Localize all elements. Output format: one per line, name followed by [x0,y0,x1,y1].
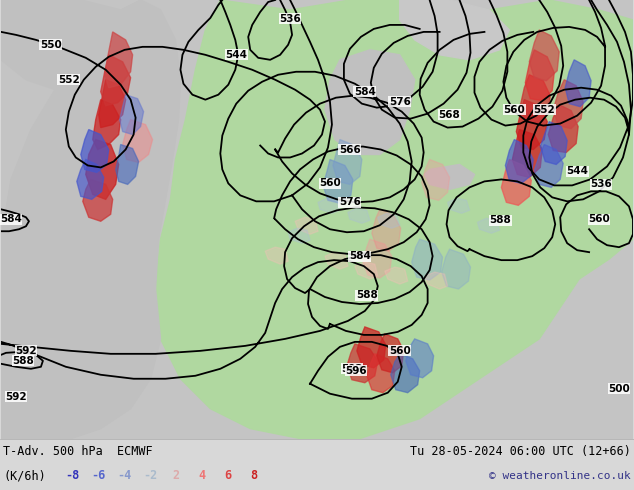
Text: -6: -6 [91,469,105,482]
Polygon shape [101,55,131,106]
Polygon shape [86,140,119,199]
Text: 544: 544 [566,167,588,176]
Polygon shape [355,262,378,279]
Polygon shape [548,105,578,152]
Polygon shape [295,217,318,234]
Polygon shape [325,252,348,269]
Text: 8: 8 [250,469,257,482]
Polygon shape [406,339,434,378]
Polygon shape [385,267,408,284]
Text: -4: -4 [117,469,131,482]
Polygon shape [1,0,633,439]
Text: 6: 6 [224,469,231,482]
Polygon shape [318,198,340,213]
Text: 500: 500 [608,384,630,393]
Polygon shape [77,159,104,199]
Text: 552: 552 [533,105,555,115]
Text: 560: 560 [588,214,610,224]
Text: 584: 584 [354,87,376,97]
Polygon shape [348,208,370,223]
Polygon shape [526,50,554,100]
Polygon shape [516,99,547,149]
Polygon shape [372,209,401,251]
Text: 536: 536 [279,14,301,24]
Polygon shape [378,213,399,228]
Polygon shape [1,0,141,90]
Polygon shape [325,50,415,154]
Polygon shape [105,32,133,88]
Text: 536: 536 [590,179,612,190]
Polygon shape [93,99,120,149]
Polygon shape [411,239,443,280]
Text: -2: -2 [143,469,157,482]
Polygon shape [553,80,583,128]
Text: 592: 592 [15,346,37,356]
Polygon shape [425,272,448,289]
Polygon shape [99,80,126,127]
Polygon shape [265,247,288,264]
Text: 592: 592 [5,392,27,402]
Polygon shape [425,165,474,189]
Polygon shape [422,159,450,200]
Polygon shape [512,129,542,177]
Polygon shape [529,30,559,81]
Text: (K/6h): (K/6h) [3,469,46,482]
Text: 560: 560 [389,346,411,356]
Polygon shape [521,75,550,123]
Polygon shape [155,0,633,439]
Text: 588: 588 [489,215,511,225]
Polygon shape [399,0,509,60]
Text: -8: -8 [65,469,79,482]
Polygon shape [391,354,420,392]
Polygon shape [505,140,533,183]
Polygon shape [448,198,470,213]
Text: 584: 584 [0,214,22,224]
Polygon shape [565,60,591,107]
Polygon shape [477,218,500,233]
Polygon shape [122,120,153,163]
Text: 588: 588 [356,290,378,300]
Text: 560: 560 [503,105,525,115]
Text: 544: 544 [225,50,247,60]
Polygon shape [288,228,310,243]
Polygon shape [333,140,362,184]
Polygon shape [1,0,181,439]
Polygon shape [83,179,113,221]
Polygon shape [442,249,470,289]
Polygon shape [1,0,633,439]
Text: 552: 552 [58,75,80,85]
Polygon shape [363,239,392,278]
Polygon shape [323,159,353,203]
Text: © weatheronline.co.uk: © weatheronline.co.uk [489,471,631,481]
Text: 4: 4 [198,469,205,482]
Text: 560: 560 [319,178,341,188]
Text: 2: 2 [172,469,179,482]
Polygon shape [534,145,563,187]
Polygon shape [115,145,139,184]
Text: 584: 584 [349,251,371,261]
Text: 576: 576 [339,197,361,207]
Text: 576: 576 [389,97,411,107]
Polygon shape [367,354,395,392]
Text: 566: 566 [339,145,361,154]
Text: 592: 592 [341,364,363,374]
Polygon shape [120,95,143,135]
Polygon shape [357,327,385,368]
Polygon shape [347,344,378,383]
Polygon shape [501,159,531,205]
Text: 588: 588 [12,356,34,366]
Text: T-Adv. 500 hPa  ECMWF: T-Adv. 500 hPa ECMWF [3,445,153,458]
Polygon shape [377,334,404,373]
Text: 550: 550 [40,40,61,50]
Text: Tu 28-05-2024 06:00 UTC (12+66): Tu 28-05-2024 06:00 UTC (12+66) [410,445,631,458]
Polygon shape [540,122,567,165]
Polygon shape [81,129,108,172]
Text: 568: 568 [439,110,460,120]
Text: 596: 596 [345,366,366,376]
